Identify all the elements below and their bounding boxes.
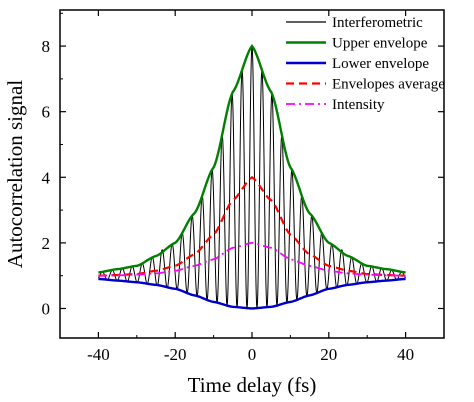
y-axis-label: Autocorrelation signal [3, 80, 27, 269]
x-tick-label: 40 [397, 345, 414, 364]
legend-label-upper-envelope: Upper envelope [332, 36, 428, 52]
series-lower-envelope [98, 277, 406, 310]
y-tick-label: 6 [42, 103, 51, 122]
legend-label-lower-envelope: Lower envelope [332, 56, 429, 72]
legend: Interferometric Upper envelope Lower envel… [286, 15, 445, 113]
legend-label-interferometric: Interferometric [332, 15, 423, 31]
x-tick-label: 20 [320, 345, 337, 364]
legend-label-intensity: Intensity [332, 97, 385, 113]
axis-ticks: -40 -20 0 20 40 0 2 4 6 8 [42, 10, 445, 364]
series-intensity [98, 241, 406, 277]
series-upper-envelope [98, 44, 406, 274]
series-envelopes-average [98, 175, 406, 277]
legend-label-envelopes-average: Envelopes average [332, 77, 445, 93]
y-tick-label: 2 [42, 234, 51, 253]
x-tick-label: 0 [248, 345, 257, 364]
series-lines [98, 44, 406, 310]
y-tick-label: 0 [42, 299, 51, 318]
x-axis-label: Time delay (fs) [188, 373, 317, 397]
y-tick-label: 8 [42, 37, 51, 56]
y-tick-label: 4 [42, 168, 51, 187]
x-tick-label: -20 [164, 345, 187, 364]
x-tick-label: -40 [87, 345, 110, 364]
